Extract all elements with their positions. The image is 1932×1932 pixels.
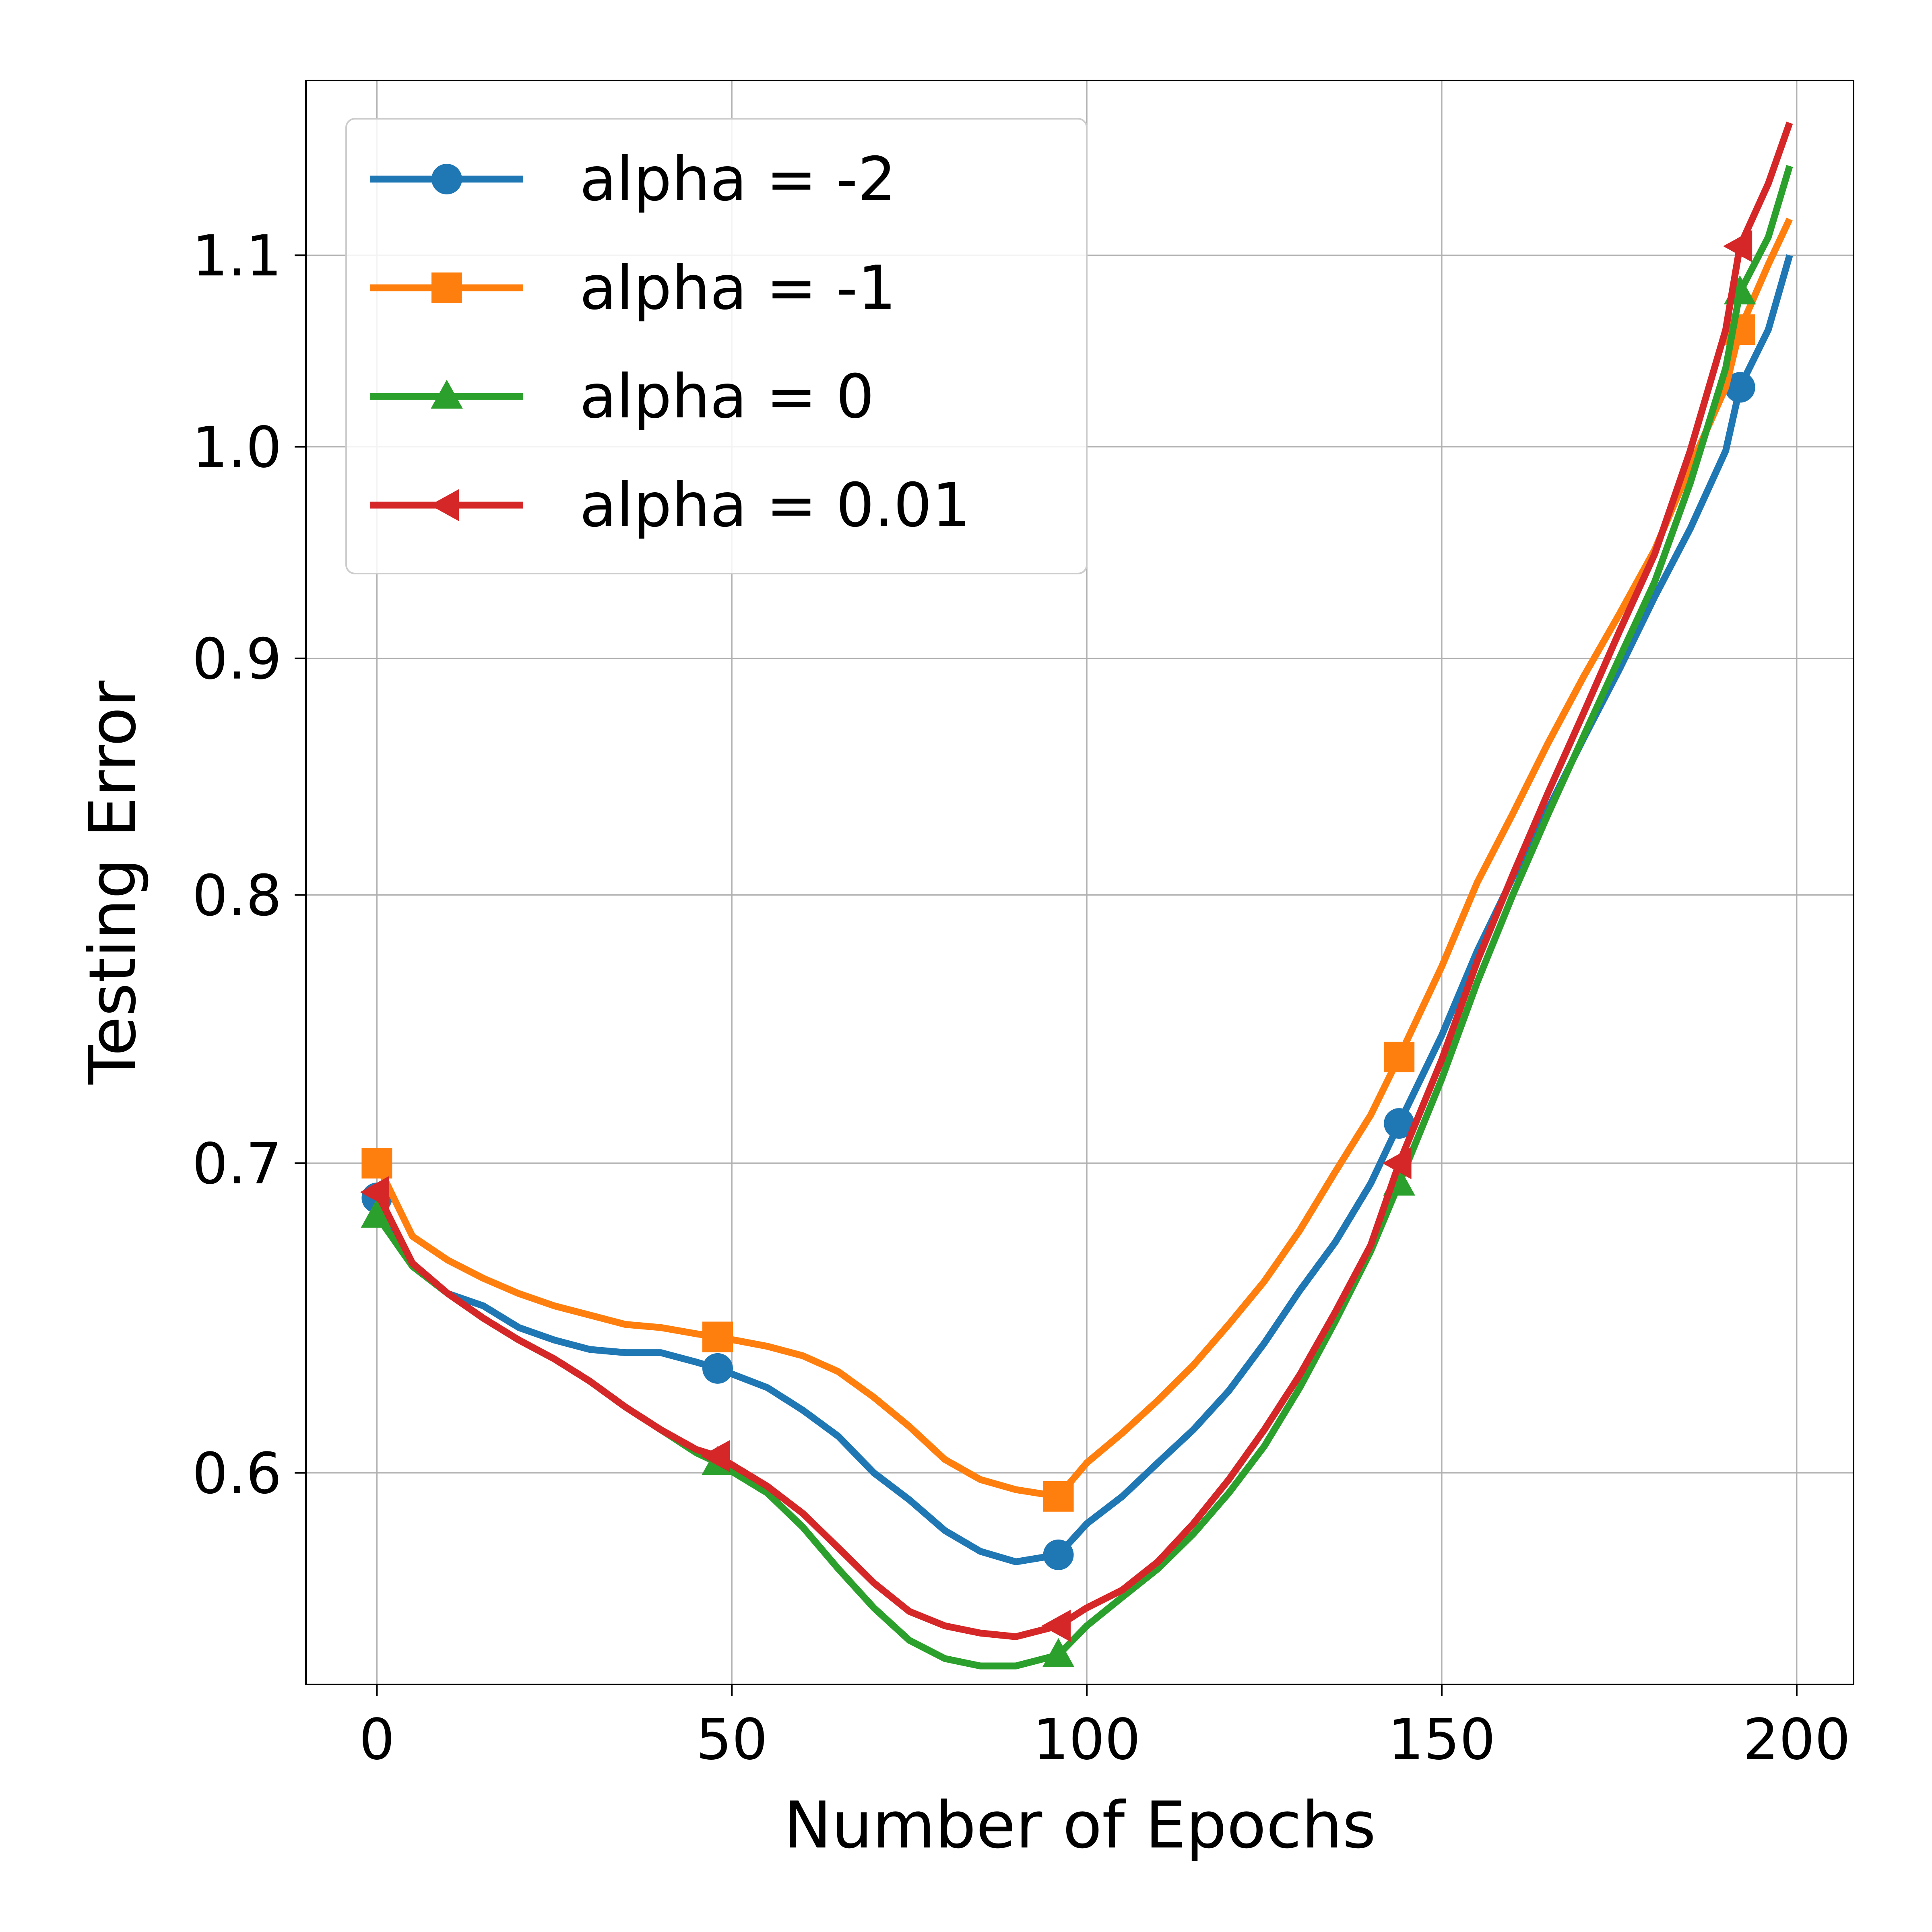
legend-item: alpha = -2 (370, 144, 896, 215)
legend-box (345, 118, 1088, 574)
y-tick-label: 0.6 (192, 1441, 282, 1507)
legend-item: alpha = -1 (370, 253, 896, 323)
series-3 (360, 122, 1793, 1642)
data-point-marker (702, 1321, 733, 1352)
legend-marker (431, 380, 463, 409)
x-tick-label: 150 (1388, 1707, 1495, 1773)
y-axis-label: Testing Error (75, 681, 150, 1085)
x-tick-label: 200 (1743, 1707, 1850, 1773)
data-point-marker (1724, 372, 1755, 403)
data-point-marker (1043, 1481, 1074, 1512)
legend-label: alpha = 0.01 (580, 471, 970, 541)
data-point-marker (361, 1148, 392, 1179)
y-tick-label: 0.9 (192, 627, 282, 692)
y-tick-label: 1.0 (192, 415, 282, 481)
data-point-marker (1041, 1610, 1071, 1642)
y-tick-label: 0.7 (192, 1131, 282, 1197)
series-line (374, 217, 1793, 1500)
plot-frame (305, 80, 1854, 1685)
legend-label: alpha = 0 (580, 362, 874, 432)
data-point-marker (1384, 1108, 1415, 1139)
data-point-marker (701, 1440, 730, 1472)
series-line (374, 122, 1793, 1640)
data-point-marker (1384, 1042, 1415, 1073)
y-tick-label: 0.8 (192, 863, 282, 929)
x-tick-label: 50 (696, 1707, 768, 1773)
data-point-marker (1042, 1638, 1075, 1668)
data-point-marker (1043, 1539, 1074, 1570)
legend: alpha = -2 alpha = -1 alpha = 0 alpha = 0.0… (345, 118, 1088, 574)
legend-label: alpha = -2 (580, 144, 896, 215)
legend-item: alpha = 0.01 (370, 471, 970, 541)
x-tick-label: 100 (1033, 1707, 1141, 1773)
legend-item: alpha = 0 (370, 362, 874, 432)
y-tick-label: 1.1 (192, 223, 282, 289)
legend-label: alpha = -1 (580, 253, 896, 323)
data-point-marker (1723, 230, 1752, 262)
legend-marker (431, 164, 462, 194)
legend-marker (431, 272, 462, 303)
axis-ticks: 0 50 100 150 200 0.6 0.7 0.8 0.9 1.0 1.1 (192, 223, 1850, 1773)
data-point-marker (702, 1353, 733, 1384)
x-axis-label: Number of Epochs (784, 1788, 1376, 1863)
data-point-marker (1382, 1147, 1412, 1179)
legend-marker (430, 489, 459, 521)
series-group (360, 122, 1793, 1670)
series-1 (361, 217, 1793, 1512)
data-point-marker (361, 1199, 393, 1228)
x-tick-label: 0 (359, 1707, 395, 1773)
data-point-marker (360, 1176, 389, 1208)
